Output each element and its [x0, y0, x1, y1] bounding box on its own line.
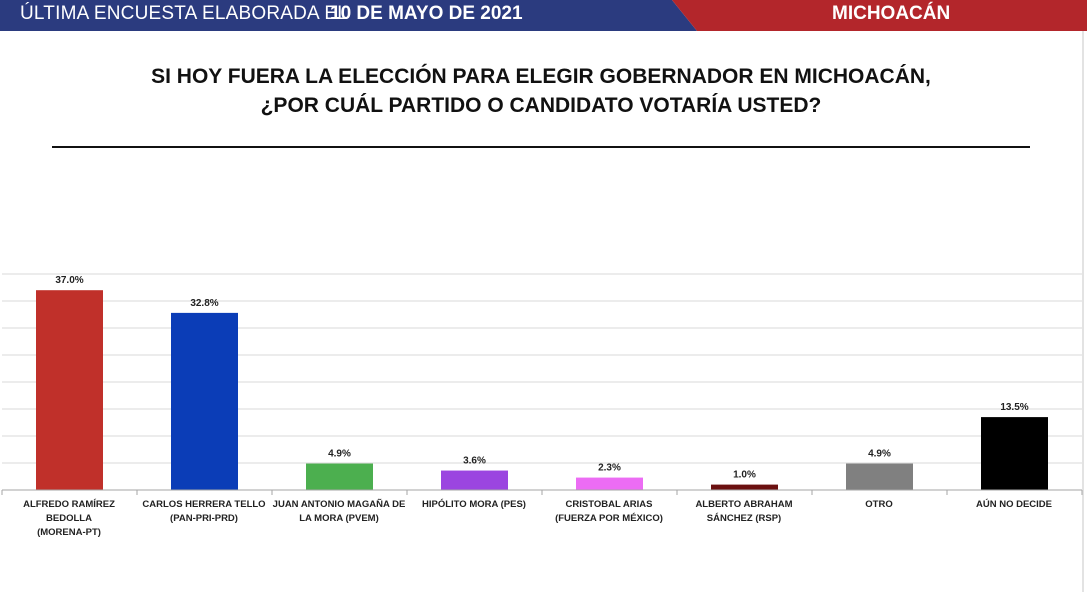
- survey-date: 10 DE MAYO DE 2021: [330, 3, 523, 24]
- page-edge-divider: [1082, 31, 1084, 592]
- data-label: 4.9%: [328, 449, 351, 460]
- data-label: 2.3%: [598, 463, 621, 474]
- category-label-line: AÚN NO DECIDE: [975, 499, 1052, 510]
- title-underline: [52, 146, 1030, 148]
- category-label: CARLOS HERRERA TELLO (PAN-PRI-PRD): [137, 498, 271, 526]
- category-label-line: LA MORA (PVEM): [299, 513, 379, 524]
- banner-background: [0, 0, 1087, 31]
- chart-title: SI HOY FUERA LA ELECCIÓN PARA ELEGIR GOB…: [100, 62, 982, 120]
- bar: [576, 477, 643, 490]
- category-label-line: (PAN-PRI-PRD): [170, 513, 238, 524]
- category-label-line: JUAN ANTONIO MAGAÑA DE: [272, 499, 406, 510]
- bar: [36, 290, 103, 490]
- category-label-line: (MORENA-PT): [37, 527, 101, 538]
- category-label: JUAN ANTONIO MAGAÑA DE LA MORA (PVEM): [272, 498, 406, 526]
- data-label: 3.6%: [463, 456, 486, 467]
- data-label: 32.8%: [190, 298, 218, 309]
- category-label-line: (FUERZA POR MÉXICO): [555, 513, 663, 524]
- bar: [846, 463, 913, 490]
- category-label-line: ALBERTO ABRAHAM: [695, 499, 793, 510]
- category-label-line: ALFREDO RAMÍREZ BEDOLLA: [23, 499, 115, 524]
- category-label: HIPÓLITO MORA (PES): [407, 498, 541, 512]
- data-label: 13.5%: [1000, 402, 1028, 413]
- bar: [306, 463, 373, 490]
- category-label: OTRO: [812, 498, 946, 512]
- header-banner: ÚLTIMA ENCUESTA ELABORADA EL 10 DE MAYO …: [0, 0, 1087, 31]
- survey-date-label: ÚLTIMA ENCUESTA ELABORADA EL: [20, 3, 348, 24]
- category-label: CRISTOBAL ARIAS (FUERZA POR MÉXICO): [542, 498, 676, 526]
- bar: [441, 470, 508, 490]
- bar: [171, 312, 238, 490]
- category-label: ALBERTO ABRAHAM SÁNCHEZ (RSP): [677, 498, 811, 526]
- chart-title-line-1: SI HOY FUERA LA ELECCIÓN PARA ELEGIR GOB…: [151, 65, 931, 88]
- category-label: AÚN NO DECIDE: [947, 498, 1081, 512]
- bar-chart: 37.0% 32.8% 4.9% 3.6% 2.3% 1.0% 4.9% 13.5%: [1, 273, 1083, 495]
- banner-blue-band: [0, 0, 697, 31]
- region-name: MICHOACÁN: [832, 3, 951, 24]
- data-label: 37.0%: [55, 275, 83, 286]
- data-label: 4.9%: [868, 449, 891, 460]
- bar: [981, 417, 1048, 490]
- chart-title-line-2: ¿POR CUÁL PARTIDO O CANDIDATO VOTARÍA US…: [260, 94, 822, 117]
- category-label: ALFREDO RAMÍREZ BEDOLLA (MORENA-PT): [2, 498, 136, 540]
- category-label-line: SÁNCHEZ (RSP): [706, 513, 782, 524]
- category-label-line: CARLOS HERRERA TELLO: [142, 499, 266, 510]
- category-label-line: OTRO: [865, 499, 893, 510]
- banner-red-band: [672, 0, 1087, 31]
- bar: [711, 484, 778, 490]
- category-label-line: HIPÓLITO MORA (PES): [422, 499, 526, 510]
- category-label-line: CRISTOBAL ARIAS: [565, 499, 653, 510]
- data-label: 1.0%: [733, 470, 756, 481]
